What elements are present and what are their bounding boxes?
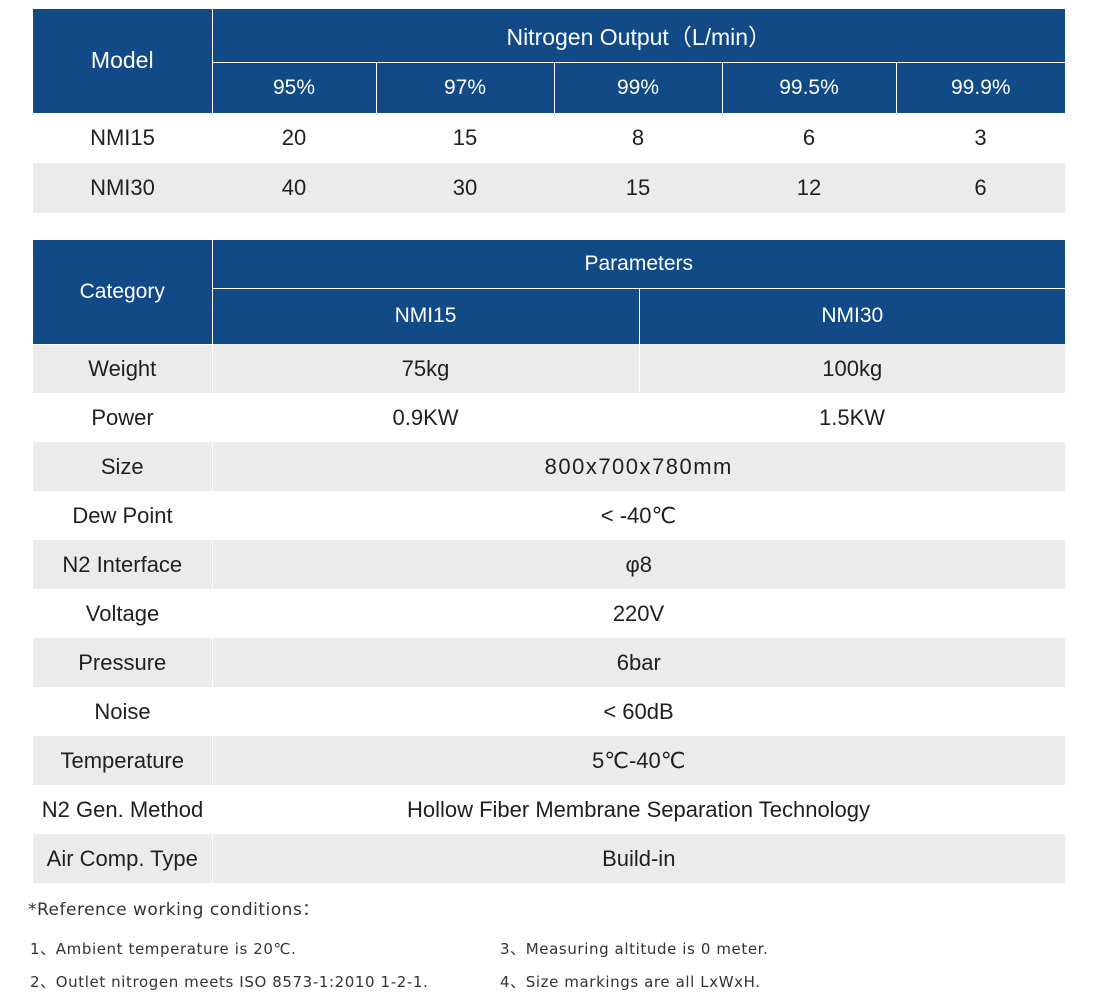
value-cell: 1.5KW: [818, 404, 886, 430]
output-cell: 40: [212, 163, 376, 213]
output-cell: 15: [452, 125, 478, 150]
table-row: Power 0.9KW 1.5KW: [33, 393, 1065, 442]
table-row: Voltage 220V: [33, 589, 1065, 638]
value-cell: φ8: [212, 540, 1066, 589]
output-cell: 3: [974, 125, 987, 150]
note-item: 1、Ambient temperature is 20℃.: [30, 940, 297, 958]
value-cell: 0.9KW: [392, 404, 459, 430]
value-cell: 800x700x780mm: [212, 442, 1066, 491]
table-row: N2 Gen. Method Hollow Fiber Membrane Sep…: [33, 785, 1065, 834]
value-cell: 100kg: [639, 344, 1066, 393]
model-header: Model: [33, 9, 213, 114]
table-row: Weight 75kg 100kg: [33, 344, 1066, 393]
purity-header: 97%: [376, 62, 555, 113]
note-item: 4、Size markings are all LxWxH.: [500, 973, 761, 991]
category-cell: Size: [33, 442, 213, 491]
parameters-table: Category Parameters NMI15 NMI30 Weight 7…: [33, 240, 1066, 883]
table-row: Air Comp. Type Build-in: [33, 834, 1066, 883]
value-cell: 75kg: [212, 344, 640, 393]
output-cell: 6: [802, 125, 816, 150]
table-row: N2 Interface φ8: [33, 540, 1066, 589]
category-cell: Voltage: [85, 600, 160, 626]
category-cell: Air Comp. Type: [33, 834, 213, 883]
category-cell: N2 Interface: [33, 540, 213, 589]
table-row: NMI15 20 15 8 6 3: [33, 113, 1065, 163]
purity-header: 99%: [554, 62, 723, 113]
nitrogen-output-table: Model Nitrogen Output（L/min） 95% 97% 99%…: [33, 9, 1066, 213]
model-cell: NMI15: [90, 125, 155, 151]
nitrogen-output-header: Nitrogen Output（L/min）: [212, 9, 1066, 63]
value-cell: < -40℃: [600, 502, 677, 528]
value-cell: 6bar: [212, 638, 1066, 687]
purity-header: 99.9%: [951, 75, 1011, 99]
value-cell: < 60dB: [603, 698, 674, 724]
notes-title: *Reference working conditions：: [28, 900, 320, 920]
category-cell: Noise: [94, 698, 151, 724]
value-cell: 5℃-40℃: [212, 736, 1066, 785]
notes-list: 1、Ambient temperature is 20℃. 2、Outlet n…: [30, 938, 1080, 994]
category-cell: Power: [91, 404, 154, 430]
table-row: NMI30 40 30 15 12 6: [33, 163, 1066, 213]
output-cell: 15: [554, 163, 722, 213]
output-cell: 12: [722, 163, 896, 213]
category-cell: N2 Gen. Method: [41, 796, 204, 822]
category-cell: Dew Point: [72, 502, 173, 528]
value-cell: 220V: [612, 600, 665, 626]
table-row: Noise < 60dB: [33, 687, 1065, 736]
parameters-header: Parameters: [212, 240, 1066, 289]
model-cell: NMI30: [33, 163, 212, 213]
note-item: 3、Measuring altitude is 0 meter.: [500, 940, 769, 958]
value-cell: Hollow Fiber Membrane Separation Technol…: [406, 796, 871, 822]
model-column-header: NMI15: [212, 288, 640, 344]
table-row: Size 800x700x780mm: [33, 442, 1066, 491]
category-header: Category: [33, 240, 213, 345]
purity-header: 95%: [212, 62, 377, 113]
category-cell: Pressure: [33, 638, 213, 687]
output-cell: 8: [631, 125, 645, 150]
value-cell: Build-in: [212, 834, 1066, 883]
output-cell: 30: [376, 163, 554, 213]
note-item: 2、Outlet nitrogen meets ISO 8573-1:2010 …: [30, 973, 429, 991]
output-cell: 20: [281, 125, 307, 150]
table-row: Pressure 6bar: [33, 638, 1066, 687]
reference-notes: *Reference working conditions： 1、Ambient…: [28, 895, 1080, 994]
purity-header: 99.5%: [722, 62, 897, 113]
output-cell: 6: [896, 163, 1066, 213]
model-column-header: NMI30: [821, 304, 884, 328]
category-cell: Weight: [33, 344, 213, 393]
table-row: Temperature 5℃-40℃: [33, 736, 1066, 785]
category-cell: Temperature: [33, 736, 213, 785]
table-row: Dew Point < -40℃: [33, 491, 1065, 540]
